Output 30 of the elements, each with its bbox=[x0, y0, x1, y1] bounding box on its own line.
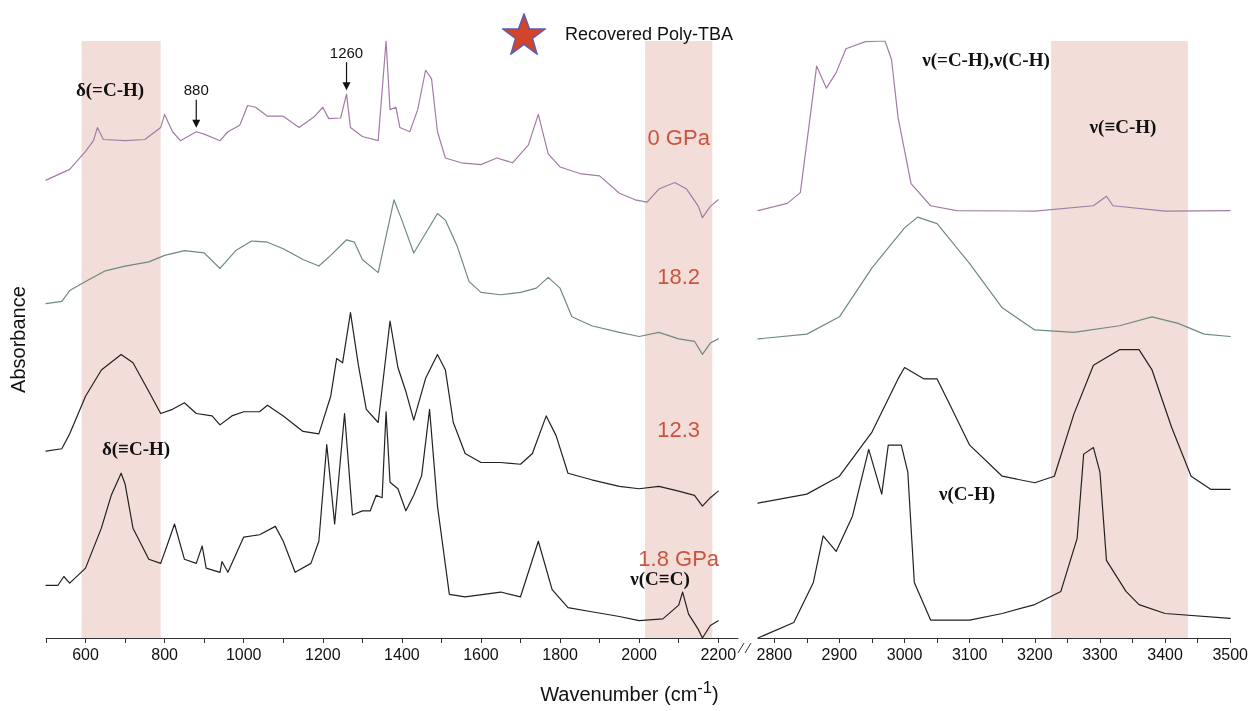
x-tick-label: 3200 bbox=[1017, 645, 1053, 663]
annotation: δ(≡C-H) bbox=[101, 437, 171, 460]
annotation: ν(C-H) bbox=[938, 482, 995, 505]
series-label: 0 GPa bbox=[647, 125, 711, 151]
x-tick-label: 1800 bbox=[542, 645, 578, 663]
x-tick-label: 3100 bbox=[951, 645, 988, 663]
annotation: ν(=C-H),ν(C-H) bbox=[921, 48, 1050, 71]
y-axis-title: Absorbance bbox=[6, 285, 30, 395]
x-tick-label: 3000 bbox=[886, 645, 923, 663]
x-tick-label: 3400 bbox=[1147, 645, 1183, 663]
annotation: δ(=C-H) bbox=[75, 78, 145, 101]
x-tick-label: 1000 bbox=[225, 645, 262, 663]
x-tick-label: 3500 bbox=[1212, 645, 1249, 663]
x-tick-label: 2200 bbox=[700, 645, 737, 663]
annotation: ν(≡C-H) bbox=[1088, 115, 1157, 138]
x-tick-label: 2800 bbox=[756, 645, 793, 663]
annotation: 880 bbox=[183, 81, 209, 99]
x-tick-label: 800 bbox=[151, 645, 179, 663]
x-tick-label: 600 bbox=[72, 645, 99, 663]
x-tick-label: 1400 bbox=[384, 645, 420, 663]
x-tick-label: 1600 bbox=[463, 645, 499, 663]
x-tick-label: 3300 bbox=[1082, 645, 1118, 663]
x-tick-label: 1200 bbox=[305, 645, 341, 663]
series-label: 18.2 bbox=[657, 264, 701, 290]
annotation: 1260 bbox=[329, 43, 364, 61]
x-tick-label: 2000 bbox=[621, 645, 658, 663]
x-tick-label: 2900 bbox=[821, 645, 858, 663]
text: 12.3 bbox=[657, 416, 701, 442]
x-axis-title: Wavenumber (cm$^{-1}$) bbox=[539, 678, 720, 706]
chart-title: Recovered Poly-TBA bbox=[565, 24, 734, 44]
